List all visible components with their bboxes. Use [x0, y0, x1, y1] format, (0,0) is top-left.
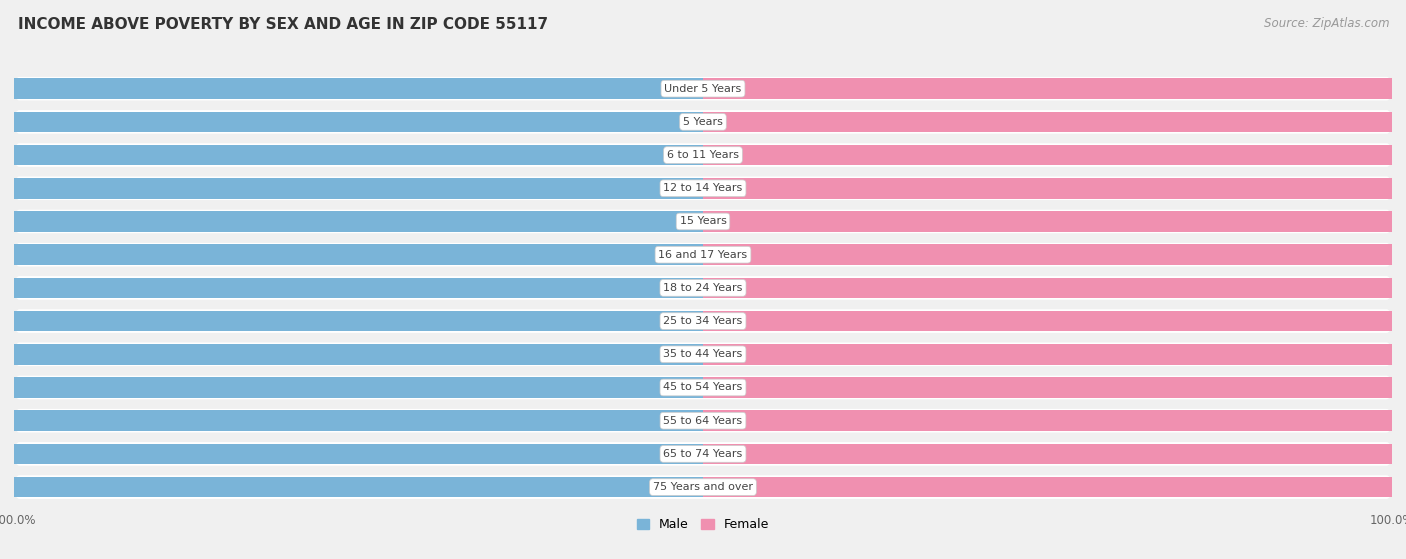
FancyBboxPatch shape: [14, 143, 1392, 167]
Text: Source: ZipAtlas.com: Source: ZipAtlas.com: [1264, 17, 1389, 30]
FancyBboxPatch shape: [14, 243, 1392, 267]
Bar: [703, 178, 1406, 198]
FancyBboxPatch shape: [14, 409, 1392, 433]
FancyBboxPatch shape: [14, 77, 1392, 101]
Text: 35 to 44 Years: 35 to 44 Years: [664, 349, 742, 359]
Bar: [703, 211, 1406, 232]
Bar: [0, 244, 703, 265]
Bar: [703, 311, 1406, 331]
FancyBboxPatch shape: [14, 276, 1392, 300]
Bar: [0, 410, 703, 431]
Bar: [703, 112, 1406, 132]
Text: 55 to 64 Years: 55 to 64 Years: [664, 416, 742, 426]
Text: 25 to 34 Years: 25 to 34 Years: [664, 316, 742, 326]
FancyBboxPatch shape: [14, 442, 1392, 466]
FancyBboxPatch shape: [14, 475, 1392, 499]
Text: 12 to 14 Years: 12 to 14 Years: [664, 183, 742, 193]
Text: 5 Years: 5 Years: [683, 117, 723, 127]
Text: INCOME ABOVE POVERTY BY SEX AND AGE IN ZIP CODE 55117: INCOME ABOVE POVERTY BY SEX AND AGE IN Z…: [18, 17, 548, 32]
Text: Under 5 Years: Under 5 Years: [665, 84, 741, 94]
Bar: [0, 278, 703, 298]
Bar: [703, 78, 1406, 99]
FancyBboxPatch shape: [14, 309, 1392, 333]
Bar: [703, 477, 1406, 498]
Text: 18 to 24 Years: 18 to 24 Years: [664, 283, 742, 293]
FancyBboxPatch shape: [14, 177, 1392, 200]
Bar: [703, 410, 1406, 431]
Bar: [0, 344, 703, 364]
Bar: [703, 344, 1406, 364]
FancyBboxPatch shape: [14, 210, 1392, 233]
Text: 45 to 54 Years: 45 to 54 Years: [664, 382, 742, 392]
Text: 6 to 11 Years: 6 to 11 Years: [666, 150, 740, 160]
Bar: [703, 145, 1406, 165]
Bar: [703, 444, 1406, 464]
Text: 75 Years and over: 75 Years and over: [652, 482, 754, 492]
Bar: [0, 311, 703, 331]
Text: 16 and 17 Years: 16 and 17 Years: [658, 250, 748, 260]
Text: 65 to 74 Years: 65 to 74 Years: [664, 449, 742, 459]
FancyBboxPatch shape: [14, 376, 1392, 399]
Bar: [703, 278, 1406, 298]
Text: 15 Years: 15 Years: [679, 216, 727, 226]
Bar: [703, 377, 1406, 398]
Bar: [0, 211, 703, 232]
Legend: Male, Female: Male, Female: [637, 518, 769, 531]
Bar: [0, 178, 703, 198]
Bar: [0, 377, 703, 398]
Bar: [0, 78, 703, 99]
Bar: [0, 477, 703, 498]
FancyBboxPatch shape: [14, 110, 1392, 134]
Bar: [0, 145, 703, 165]
Bar: [703, 244, 1406, 265]
Bar: [0, 112, 703, 132]
FancyBboxPatch shape: [14, 343, 1392, 366]
Bar: [0, 444, 703, 464]
